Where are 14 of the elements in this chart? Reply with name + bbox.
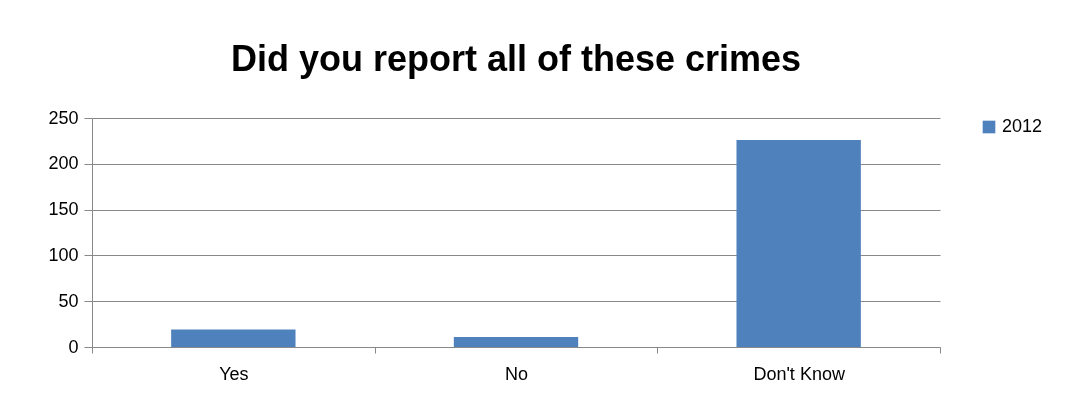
y-tick-label: 50 — [58, 290, 79, 311]
x-tick-label: No — [504, 363, 529, 384]
y-tick-label: 200 — [48, 153, 79, 174]
legend-label: 2012 — [1002, 116, 1043, 136]
y-tick-label: 0 — [68, 336, 79, 357]
y-tick-label: 250 — [48, 107, 79, 128]
bar — [453, 336, 579, 347]
y-tick-label: 100 — [48, 244, 79, 265]
x-tick-label: Yes — [219, 363, 249, 384]
chart-title: Did you report all of these crimes — [230, 38, 802, 79]
bar — [736, 139, 861, 347]
bar — [171, 329, 296, 347]
x-tick-label: Don't Know — [753, 363, 846, 384]
y-tick-label: 150 — [48, 199, 79, 220]
